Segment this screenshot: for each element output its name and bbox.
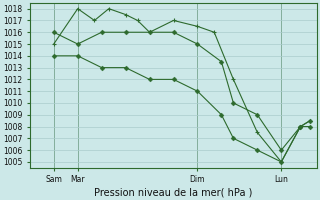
X-axis label: Pression niveau de la mer( hPa ): Pression niveau de la mer( hPa ) [94, 187, 253, 197]
